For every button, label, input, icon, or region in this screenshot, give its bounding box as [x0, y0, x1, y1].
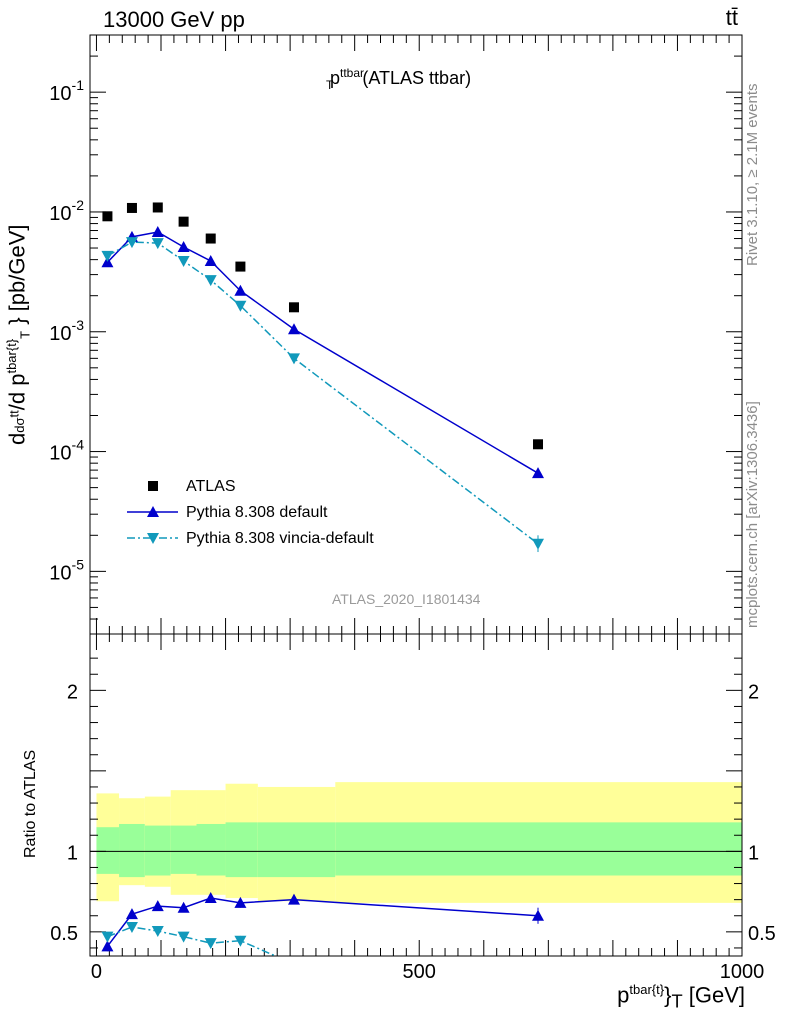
- pythia-default-point: [234, 284, 247, 296]
- ratio-pythia-vincia-line: [107, 926, 278, 956]
- ratio-pythia-default-point: [101, 940, 114, 952]
- ratio-y-axis-label: Ratio to ATLAS: [22, 749, 39, 858]
- ratio-y-tick-label-right: 2: [748, 681, 759, 703]
- ratio-pythia-default-point: [234, 896, 247, 908]
- atlas-data-point: [102, 211, 113, 222]
- rivet-version-text: Rivet 3.1.10, ≥ 2.1M events: [744, 83, 761, 267]
- ratio-inner-band: [335, 822, 742, 876]
- legend-marker-pythia-vincia: [147, 533, 159, 544]
- process-label: 13000 GeV pp: [103, 7, 245, 32]
- ratio-pythia-default-point: [287, 893, 300, 905]
- final-state-label: tt̄: [725, 5, 738, 30]
- ratio-pythia-default-point: [204, 892, 217, 904]
- pythia-default-point: [204, 254, 217, 266]
- pythia-vincia-point: [287, 353, 300, 365]
- pythia-vincia-line: [107, 241, 539, 545]
- main-y-tick-label: 10-5: [49, 556, 84, 584]
- x-axis-label: ptbar{t}}T [GeV]: [617, 982, 745, 1012]
- ratio-pythia-default-point: [125, 908, 138, 920]
- x-tick-label: 500: [403, 961, 436, 983]
- pythia-default-point: [151, 226, 164, 238]
- atlas-data-point: [533, 439, 544, 450]
- ratio-pythia-default-line: [106, 897, 539, 947]
- ratio-inner-band: [257, 822, 336, 878]
- pythia-vincia-point: [234, 300, 247, 312]
- ratio-inner-band: [96, 827, 120, 874]
- pythia-vincia-point: [177, 255, 190, 267]
- ratio-pythia-vincia-point: [177, 931, 190, 943]
- legend-label-pythia-default: Pythia 8.308 default: [186, 504, 328, 521]
- main-y-tick-label: 10-4: [49, 437, 84, 465]
- analysis-watermark: ATLAS_2020_I1801434: [332, 591, 481, 607]
- ratio-pythia-vincia-point: [125, 922, 138, 934]
- pythia-default-point: [532, 467, 545, 479]
- main-y-tick-label: 10-1: [49, 77, 84, 105]
- ratio-pythia-default-point: [532, 909, 545, 921]
- observable-title: pttbarT (ATLAS ttbar): [326, 66, 472, 92]
- main-y-tick-label: 10-2: [49, 197, 84, 225]
- mcplots-reference-text: mcplots.cern.ch [arXiv:1306.3436]: [744, 401, 761, 628]
- main-y-tick-label: 10-3: [49, 317, 84, 345]
- ratio-pythia-vincia-point: [151, 926, 164, 938]
- ratio-y-tick-label: 0.5: [50, 923, 78, 945]
- atlas-data-point: [152, 202, 163, 213]
- ratio-pythia-vincia-point: [101, 931, 114, 943]
- atlas-data-point: [178, 216, 189, 227]
- main-y-axis-label: ddσtt/d ptbar{t}T } [pb/GeV]: [4, 224, 33, 445]
- ratio-inner-band: [119, 823, 145, 878]
- legend-marker-pythia-default: [147, 506, 159, 517]
- pythia-vincia-point: [204, 275, 217, 287]
- ratio-y-tick-label-right: 1: [748, 842, 759, 864]
- pythia-vincia-point: [151, 238, 164, 250]
- ratio-y-tick-label-right: 0.5: [748, 923, 776, 945]
- pythia-vincia-point: [125, 237, 138, 249]
- ratio-inner-band: [196, 823, 226, 876]
- ratio-pythia-default-point: [177, 901, 190, 913]
- ratio-pythia-vincia-point: [204, 938, 217, 950]
- pythia-default-line: [106, 231, 539, 474]
- ratio-inner-band: [144, 825, 171, 876]
- atlas-data-point: [235, 261, 246, 272]
- ratio-y-tick-label: 1: [67, 842, 78, 864]
- pythia-default-point: [287, 323, 300, 335]
- legend-label-atlas: ATLAS: [186, 478, 236, 495]
- atlas-data-point: [205, 233, 216, 244]
- ratio-inner-band: [225, 822, 258, 878]
- ratio-pythia-default-point: [151, 900, 164, 912]
- x-tick-label: 1000: [720, 961, 765, 983]
- atlas-data-point: [126, 202, 137, 213]
- pythia-vincia-point: [101, 250, 114, 262]
- pythia-default-point: [177, 240, 190, 252]
- ratio-inner-band: [170, 825, 197, 874]
- ratio-pythia-vincia-point: [234, 935, 247, 947]
- ratio-y-tick-label: 2: [67, 681, 78, 703]
- legend-label-pythia-vincia: Pythia 8.308 vincia-default: [186, 530, 374, 547]
- legend-marker-atlas: [148, 481, 158, 491]
- atlas-data-point: [288, 302, 299, 313]
- x-tick-label: 0: [91, 961, 102, 983]
- ratio-plot-frame: [89, 633, 743, 957]
